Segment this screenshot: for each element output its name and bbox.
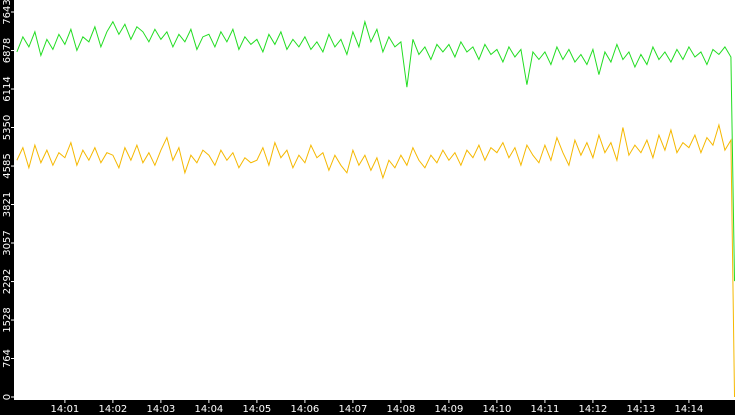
y-tick-label: 7643 — [2, 0, 13, 25]
y-axis-strip — [0, 0, 14, 415]
x-tick-label: 14:03 — [146, 404, 175, 415]
y-tick-label: 6878 — [2, 38, 13, 63]
x-axis-strip — [0, 400, 735, 415]
x-tick-label: 14:09 — [434, 404, 463, 415]
x-tick-label: 14:01 — [50, 404, 79, 415]
y-tick-label: 0 — [2, 394, 13, 400]
series-line — [16, 123, 735, 398]
y-tick-label: 4585 — [2, 153, 13, 178]
x-tick-label: 14:06 — [290, 404, 319, 415]
x-tick-label: 14:07 — [338, 404, 367, 415]
x-tick-label: 14:04 — [194, 404, 223, 415]
y-tick-label: 3057 — [2, 230, 13, 255]
x-tick-label: 14:10 — [482, 404, 511, 415]
y-tick-label: 3821 — [2, 192, 13, 217]
y-tick-label: 1528 — [2, 307, 13, 332]
x-tick-label: 14:12 — [578, 404, 607, 415]
y-tick-label: 6114 — [2, 76, 13, 101]
x-tick-label: 14:13 — [627, 404, 656, 415]
x-tick-label: 14:11 — [530, 404, 559, 415]
y-tick-label: 5350 — [2, 115, 13, 140]
x-tick-label: 14:14 — [675, 404, 704, 415]
y-tick-label: 764 — [2, 349, 13, 368]
series-line — [16, 19, 735, 282]
x-tick-label: 14:02 — [98, 404, 127, 415]
y-tick-label: 2292 — [2, 269, 13, 294]
x-tick-label: 14:08 — [386, 404, 415, 415]
x-tick-label: 14:05 — [242, 404, 271, 415]
